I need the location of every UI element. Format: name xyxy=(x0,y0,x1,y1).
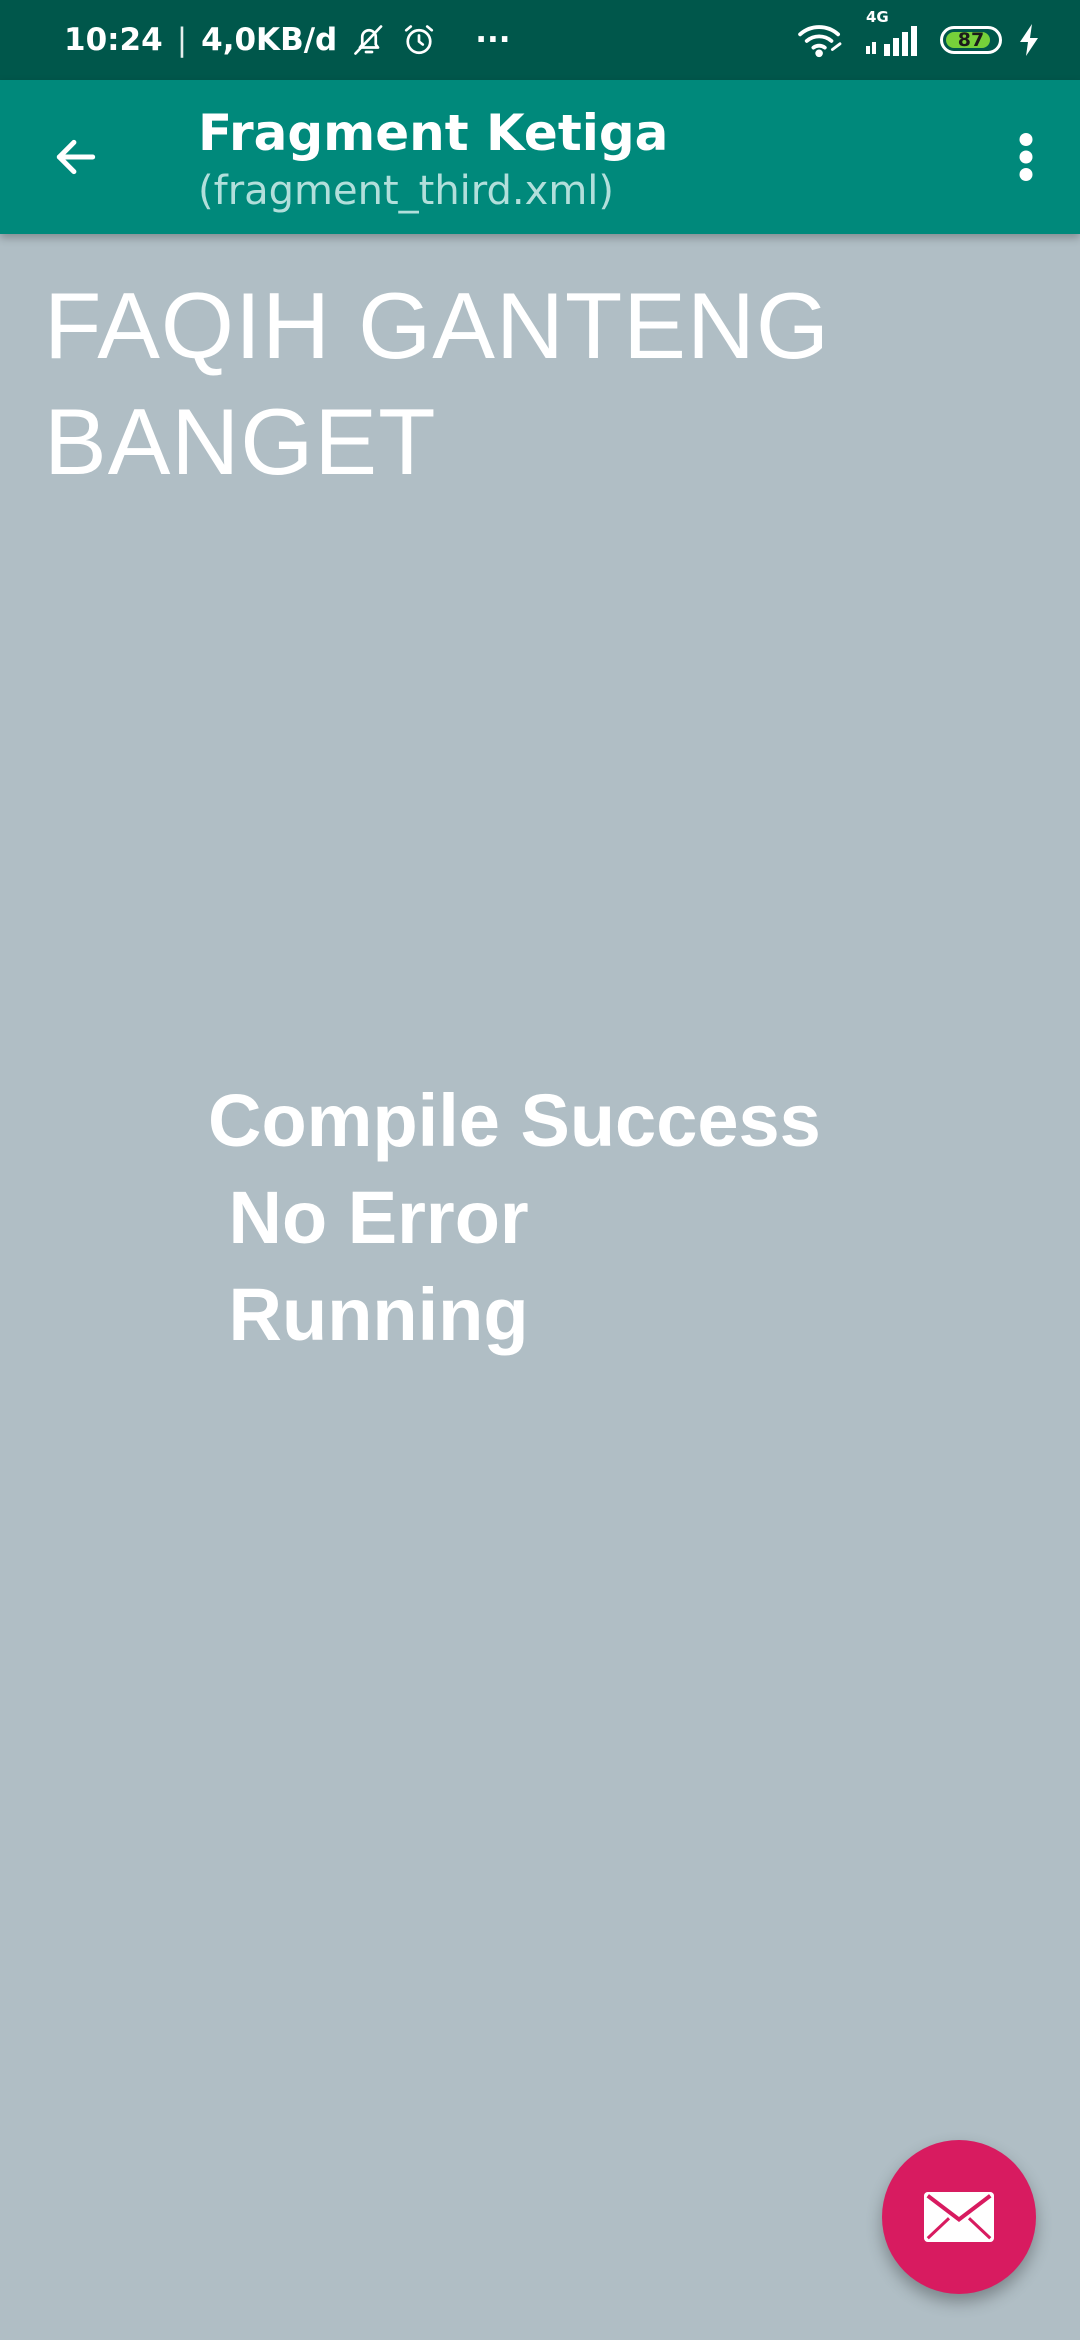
bell-off-icon xyxy=(351,22,387,58)
battery-fill xyxy=(946,32,990,48)
back-button[interactable] xyxy=(36,117,116,197)
compile-status-text: Compile Success No Error Running xyxy=(208,1072,821,1363)
charging-bolt-icon xyxy=(1020,24,1040,56)
app-bar-subtitle: (fragment_third.xml) xyxy=(198,168,614,214)
message-line-2: No Error xyxy=(208,1176,529,1259)
headline-line-1: FAQIH GANTENG xyxy=(44,273,830,378)
overflow-menu-button[interactable] xyxy=(986,117,1066,197)
signal-icon: 4G xyxy=(864,8,922,58)
email-fab[interactable] xyxy=(882,2140,1036,2294)
status-more-indicator: ··· xyxy=(475,22,511,58)
status-bar: 10:24 | 4,0KB/d ··· xyxy=(0,0,1080,80)
title-block: Fragment Ketiga (fragment_third.xml) xyxy=(198,102,668,218)
status-right: 4G 87 xyxy=(796,8,1040,59)
headline-line-2: BANGET xyxy=(44,389,437,494)
message-line-1: Compile Success xyxy=(208,1079,821,1162)
app-bar-title: Fragment Ketiga xyxy=(198,104,669,162)
battery-level: 87 xyxy=(957,29,985,51)
more-vert-icon xyxy=(1019,133,1033,181)
status-time: 10:24 xyxy=(64,22,163,58)
network-type-label: 4G xyxy=(866,8,889,26)
wifi-icon xyxy=(796,21,846,59)
status-separator: | xyxy=(176,22,188,58)
app-bar: Fragment Ketiga (fragment_third.xml) xyxy=(0,80,1080,234)
arrow-back-icon xyxy=(56,139,96,175)
headline-text: FAQIH GANTENG BANGET xyxy=(44,268,944,500)
message-line-3: Running xyxy=(208,1273,529,1356)
alarm-icon xyxy=(401,22,437,58)
network-speed: 4,0KB/d xyxy=(201,22,338,58)
status-left: 10:24 | 4,0KB/d ··· xyxy=(64,22,511,58)
battery-icon: 87 xyxy=(940,26,1002,54)
email-icon xyxy=(924,2192,994,2242)
